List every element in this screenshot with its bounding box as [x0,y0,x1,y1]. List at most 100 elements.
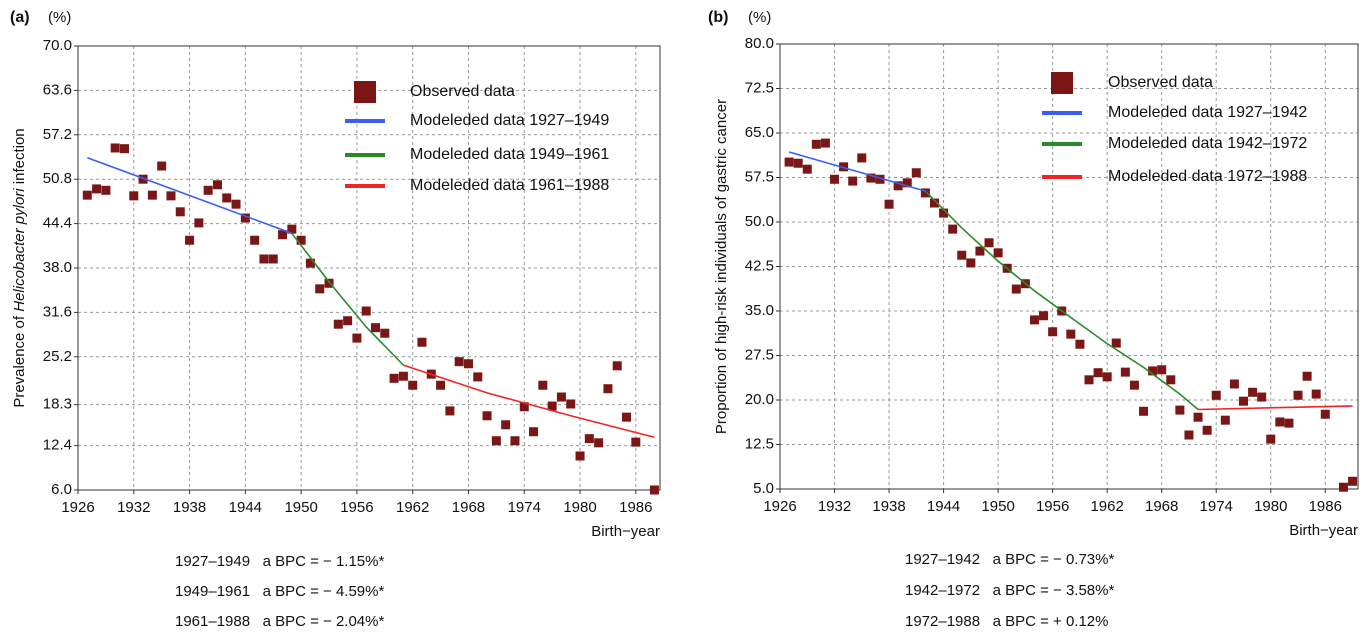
data-point [361,306,371,316]
data-point [547,401,557,411]
x-tick-label: 1974 [1200,498,1233,515]
y-tick-label: 50.8 [43,170,72,187]
data-point [259,254,269,264]
annotation: 1972–1988 a BPC = + 0.12% [905,613,1109,630]
data-point [1229,379,1239,389]
data-point [802,164,812,174]
data-point [1139,406,1149,416]
data-point [920,188,930,198]
legend-marker [1051,72,1073,94]
data-point [157,161,167,171]
legend-label: Modeleded data 1961–1988 [410,177,609,194]
x-tick-label: 1926 [61,499,94,516]
x-axis-label: Birth−year [591,523,660,540]
data-point [584,434,594,444]
y-tick-label: 12.4 [43,437,72,454]
x-axis-label: Birth−year [1289,522,1358,539]
data-point [1084,375,1094,385]
data-point [1029,315,1039,325]
data-point [1348,476,1358,486]
y-tick-label: 5.0 [753,480,774,497]
y-tick-label: 12.5 [745,435,774,452]
data-point [305,258,315,268]
data-point [352,333,362,343]
data-point [1248,387,1258,397]
data-point [929,198,939,208]
data-point [1148,366,1158,376]
data-point [1302,371,1312,381]
data-point [1284,418,1294,428]
data-point [830,174,840,184]
data-point [491,436,501,446]
x-tick-label: 1974 [508,499,541,516]
data-point [138,174,148,184]
data-point [957,250,967,260]
data-point [1111,338,1121,348]
y-tick-label: 57.2 [43,126,72,143]
data-point [820,138,830,148]
data-point [1175,405,1185,415]
x-tick-label: 1926 [763,498,796,515]
data-point [793,158,803,168]
data-point [1102,372,1112,382]
x-tick-label: 1968 [1145,498,1178,515]
data-point [622,412,632,422]
data-point [866,173,876,183]
x-tick-label: 1944 [229,499,262,516]
y-tick-label: 27.5 [745,346,774,363]
data-point [1166,375,1176,385]
data-point [1238,396,1248,406]
panel-label: (a) [10,9,30,26]
y-tick-label: 80.0 [745,35,774,52]
data-point [1075,339,1085,349]
data-point [1338,482,1348,492]
data-point [343,316,353,326]
data-point [649,485,659,495]
data-point [1011,284,1021,294]
data-point [185,235,195,245]
data-point [147,190,157,200]
data-point [966,258,976,268]
data-point [371,323,381,333]
data-point [473,372,483,382]
y-tick-label: 6.0 [51,481,72,498]
y-tick-label: 18.3 [43,396,72,413]
annotation: 1927–1942 a BPC = − 0.73%* [905,551,1114,568]
annotation: 1927–1949 a BPC = − 1.15%* [175,553,384,570]
data-point [911,168,921,178]
data-point [784,157,794,167]
data-point [324,278,334,288]
data-point [1320,409,1330,419]
y-tick-label: 20.0 [745,391,774,408]
x-tick-label: 1932 [818,498,851,515]
data-point [1093,368,1103,378]
legend-label: Observed data [1108,74,1213,91]
legend-label: Modeleded data 1972–1988 [1108,168,1307,185]
y-axis-label-part: Proportion of high-risk individuals of g… [713,99,730,434]
x-tick-label: 1950 [284,499,317,516]
x-tick-label: 1938 [173,499,206,516]
legend-label: Modeleded data 1949–1961 [410,146,609,163]
data-point [194,218,204,228]
data-point [92,184,102,194]
model-line [1198,405,1353,411]
data-point [1129,380,1139,390]
x-tick-label: 1980 [1254,498,1287,515]
data-point [1039,311,1049,321]
data-point [222,193,232,203]
plot-frame [779,43,1359,490]
data-point [1220,415,1230,425]
y-tick-label: 38.0 [43,259,72,276]
data-point [984,238,994,248]
data-point [519,402,529,412]
data-point [417,337,427,347]
data-point [556,392,566,402]
data-point [1202,425,1212,435]
data-point [575,451,585,461]
data-point [631,437,641,447]
data-point [380,328,390,338]
data-point [993,248,1003,258]
y-tick-label: 72.5 [745,79,774,96]
data-point [278,230,288,240]
x-tick-label: 1986 [619,499,652,516]
